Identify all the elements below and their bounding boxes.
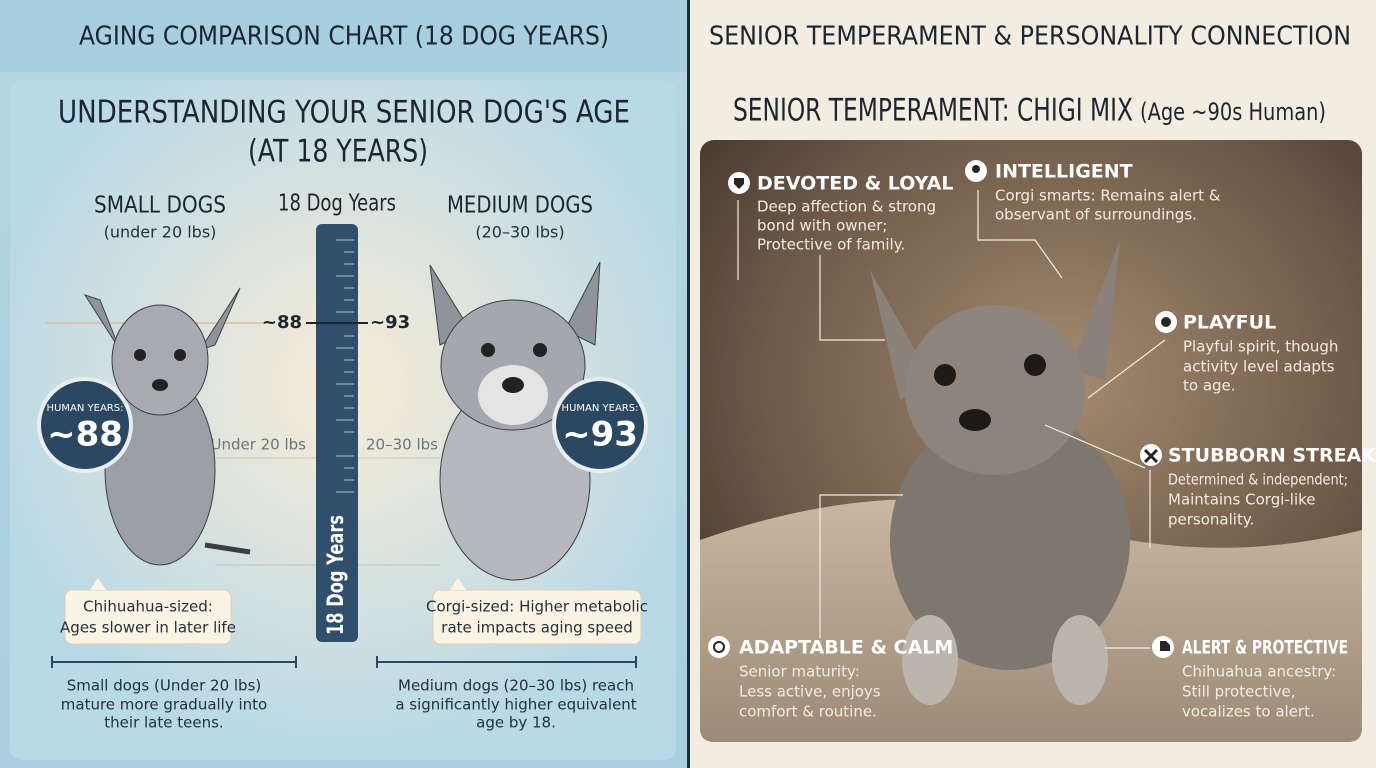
trait-line: Maintains Corgi-like <box>1168 491 1316 509</box>
left-title: UNDERSTANDING YOUR SENIOR DOG'S AGE <box>58 95 630 131</box>
medium-weight: (20–30 lbs) <box>475 223 564 242</box>
trait-line: Protective of family. <box>757 236 905 254</box>
small-callout-text: Chihuahua-sized: <box>83 598 213 616</box>
trait-title: STUBBORN STREAK <box>1168 445 1376 467</box>
small-badge <box>37 377 133 473</box>
photo-dog <box>870 240 1130 705</box>
trait-line: Playful spirit, though <box>1183 338 1338 356</box>
center-label: 18 Dog Years <box>278 191 396 217</box>
trait-line: vocalizes to alert. <box>1182 703 1315 721</box>
medium-callout-text: rate impacts aging speed <box>441 619 632 637</box>
small-callout <box>64 589 232 645</box>
trait-line: bond with owner; <box>757 217 888 235</box>
small-weight: (under 20 lbs) <box>104 223 217 242</box>
medium-ruler-mark: ~93 <box>370 312 410 333</box>
trait-line: Senior maturity: <box>739 663 860 681</box>
medium-title: MEDIUM DOGS <box>447 193 593 219</box>
right-header: SENIOR TEMPERAMENT & PERSONALITY CONNECT… <box>709 22 1351 52</box>
small-badge-caption: HUMAN YEARS: <box>47 403 124 414</box>
ruler-label: 18 Dog Years <box>324 515 349 635</box>
medium-badge <box>552 377 648 473</box>
connectors <box>737 190 1166 649</box>
ruler <box>316 224 358 642</box>
right-title: SENIOR TEMPERAMENT: CHIGI MIX <box>733 93 1133 129</box>
medium-badge-caption: HUMAN YEARS: <box>562 403 639 414</box>
trait-line: Less active, enjoys <box>739 683 881 701</box>
trait-line: activity level adapts <box>1183 358 1335 376</box>
trait-title: INTELLIGENT <box>995 161 1133 183</box>
trait-title: ALERT & PROTECTIVE <box>1182 637 1348 659</box>
left-header: AGING COMPARISON CHART (18 DOG YEARS) <box>79 22 609 52</box>
trait-line: Corgi smarts: Remains alert & <box>995 187 1221 205</box>
trait-line: to age. <box>1183 377 1236 395</box>
small-note: mature more gradually into <box>61 696 267 714</box>
trait-line: Chihuahua ancestry: <box>1182 663 1336 681</box>
trait-line: observant of surroundings. <box>995 206 1197 224</box>
medium-badge-value: ~93 <box>562 415 638 455</box>
small-badge-value: ~88 <box>47 415 123 455</box>
callout-pointer <box>450 578 466 590</box>
medium-callout-text: Corgi-sized: Higher metabolic <box>426 598 648 616</box>
small-note: their late teens. <box>104 714 223 732</box>
trait-title: DEVOTED & LOYAL <box>757 173 953 195</box>
trait-line: personality. <box>1168 511 1254 529</box>
medium-note: a significantly higher equivalent <box>395 696 636 714</box>
trait-line: comfort & routine. <box>739 703 877 721</box>
divider <box>687 0 690 768</box>
small-bracket <box>51 656 297 668</box>
small-ruler-mark: ~88 <box>262 312 302 333</box>
small-callout-text: Ages slower in later life <box>60 619 236 637</box>
trait-line: Deep affection & strong <box>757 198 936 216</box>
trait-title: ADAPTABLE & CALM <box>739 637 953 659</box>
medium-note: Medium dogs (20–30 lbs) reach <box>398 677 634 695</box>
trait-line: Still protective, <box>1182 683 1296 701</box>
medium-line-label: 20–30 lbs <box>366 436 438 454</box>
callout-pointer <box>90 578 106 590</box>
ruler-ticks <box>336 239 354 493</box>
medium-note: age by 18. <box>476 714 556 732</box>
left-title: (AT 18 YEARS) <box>248 134 428 170</box>
medium-callout <box>432 589 642 645</box>
trait-title: PLAYFUL <box>1183 312 1276 334</box>
trait-line: Determined & independent; <box>1168 471 1348 489</box>
right-title-suffix: (Age ~90s Human) <box>1140 98 1326 126</box>
left-header-band <box>0 0 688 72</box>
small-line-label: Under 20 lbs <box>210 436 306 454</box>
small-note: Small dogs (Under 20 lbs) <box>67 677 261 695</box>
small-title: SMALL DOGS <box>94 193 226 219</box>
trait-icon-glyphs <box>713 165 1171 653</box>
medium-bracket <box>376 656 637 668</box>
